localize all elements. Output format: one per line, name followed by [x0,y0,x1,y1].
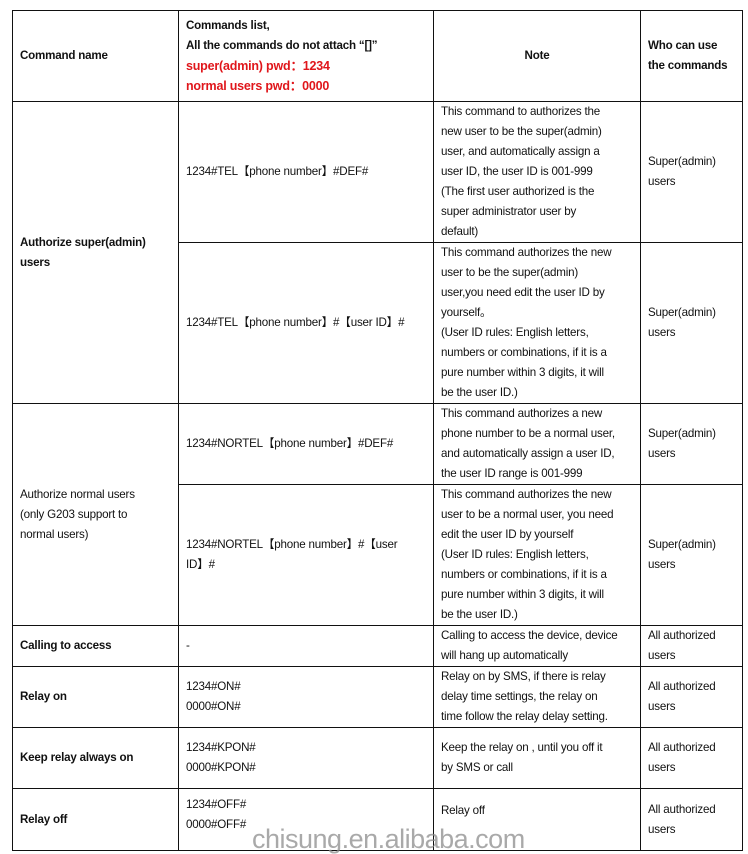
header-command-name: Command name [12,10,179,102]
watermark: chisung.en.alibaba.com [252,824,525,854]
table-row: 1234#TEL【phone number】#【user ID】# This c… [13,242,743,404]
note-cell: This command authorizes the new user to … [433,484,641,626]
who-cell: Super(admin) users [640,242,743,404]
table-row: 1234#NORTEL【phone number】#【user ID】# Thi… [13,484,743,626]
command-name-cell: Relay on [12,666,179,728]
note-cell: Calling to access the device, device wil… [433,625,641,667]
command-cell: 1234#TEL【phone number】#DEF# [178,101,434,243]
command-name-cell: Calling to access [12,625,179,667]
who-cell: All authorized users [640,788,743,851]
header-who: Who can use the commands [640,10,743,102]
command-cell: 1234#OFF# 0000#OFF# [178,788,434,851]
table-row: Relay on 1234#ON# 0000#ON# Relay on by S… [12,666,743,728]
command-cell: 1234#NORTEL【phone number】#DEF# [178,403,434,485]
normal-password: normal users pwd：0000 [186,79,330,93]
command-name-cell: Keep relay always on [12,727,179,789]
table-row: Calling to access - Calling to access th… [12,625,743,667]
note-cell: This command authorizes the new user to … [433,242,641,404]
who-cell: All authorized users [640,666,743,728]
table-row: Relay off 1234#OFF# 0000#OFF# Relay off … [12,788,743,851]
who-cell: Super(admin) users [640,101,743,243]
note-cell: Relay on by SMS, if there is relay delay… [433,666,641,728]
note-cell: Relay off [433,788,641,851]
command-name-cell: Authorize super(admin) users [12,101,179,404]
note-cell: This command authorizes a new phone numb… [433,403,641,485]
command-name-cell: Relay off [12,788,179,851]
command-cell: 1234#NORTEL【phone number】#【user ID】# [178,484,434,626]
header-commands-list: Commands list, All the commands do not at… [178,10,434,102]
super-password: super(admin) pwd：1234 [186,59,330,73]
who-cell: All authorized users [640,625,743,667]
command-name-cell: Authorize normal users (only G203 suppor… [12,403,179,626]
who-cell: All authorized users [640,727,743,789]
note-cell: Keep the relay on , until you off it by … [433,727,641,789]
who-cell: Super(admin) users [640,484,743,626]
who-cell: Super(admin) users [640,403,743,485]
note-cell: This command to authorizes the new user … [433,101,641,243]
table-row: Authorize super(admin) users 1234#TEL【ph… [12,101,743,404]
commands-list-title: Commands list, [186,19,270,32]
header-note: Note [433,10,641,102]
commands-table: Command name Commands list, All the comma… [12,10,743,851]
command-cell: 1234#TEL【phone number】#【user ID】# [178,242,434,404]
header-row: Command name Commands list, All the comma… [12,10,743,102]
command-cell: 1234#ON# 0000#ON# [178,666,434,728]
table-row: Authorize normal users (only G203 suppor… [12,403,743,626]
command-cell: - [178,625,434,667]
commands-list-note: All the commands do not attach “[]” [186,39,378,52]
table-row: Keep relay always on 1234#KPON# 0000#KPO… [12,727,743,789]
command-cell: 1234#KPON# 0000#KPON# [178,727,434,789]
